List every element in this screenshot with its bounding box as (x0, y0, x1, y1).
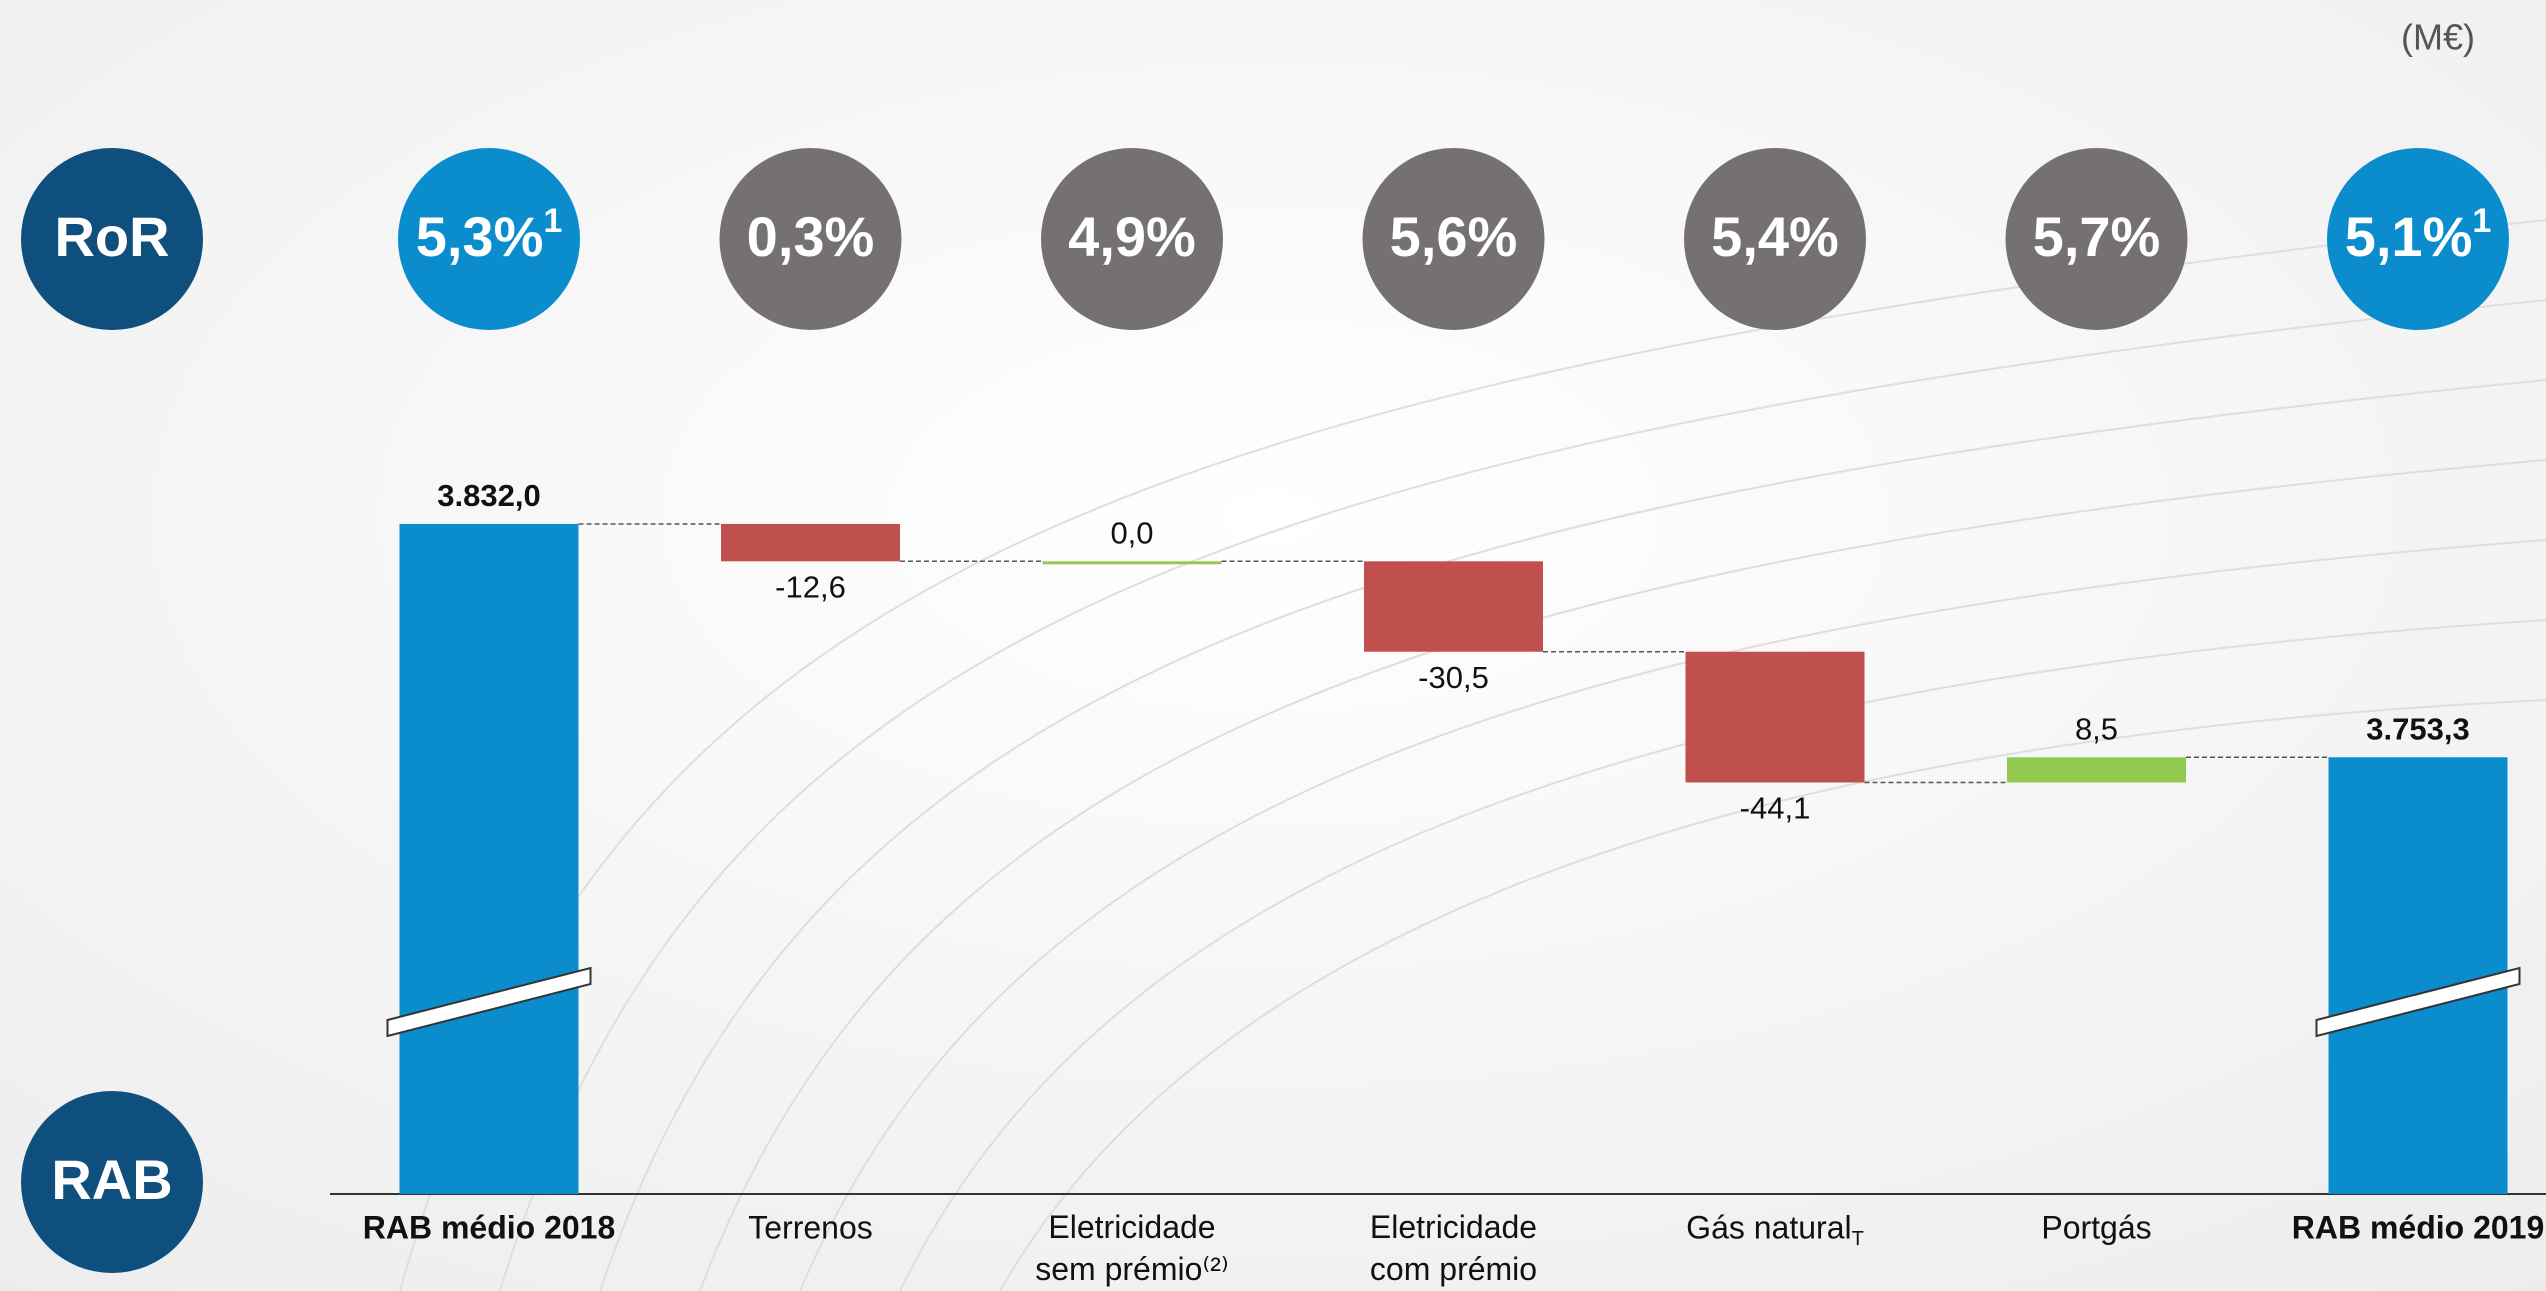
x-tick-label: Terrenos (748, 1209, 873, 1245)
value-label: -44,1 (1740, 791, 1811, 826)
ror-value-text: 5,1% (2345, 205, 2473, 268)
ror-circle (1041, 148, 1223, 330)
bar (2328, 757, 2508, 1194)
ror-value: 5,6% (1390, 205, 1518, 268)
ror-circle (1684, 148, 1866, 330)
ror-value: 5,4% (1711, 205, 1839, 268)
bar (399, 523, 579, 1194)
ror-value-text: 5,7% (2033, 205, 2161, 268)
ror-circle (2327, 148, 2509, 330)
ror-value: 5,3%1 (416, 202, 563, 268)
ror-label: RoR (54, 205, 169, 268)
ror-value: 0,3% (747, 205, 875, 268)
x-tick-subscript: T (1852, 1228, 1864, 1250)
value-label: 8,5 (2075, 711, 2118, 746)
bar (1364, 561, 1543, 652)
unit-label: (M€) (2401, 17, 2475, 58)
x-tick-label-line: Eletricidade (1370, 1209, 1537, 1245)
x-tick-label: Eletricidade sem prémio⁽²⁾ (1035, 1209, 1229, 1287)
ror-value: 5,1%1 (2345, 202, 2492, 268)
ror-value: 5,7% (2033, 205, 2161, 268)
ror-value-text: 5,4% (1711, 205, 1839, 268)
axis-break (386, 966, 592, 1038)
ror-value-text: 5,3% (416, 205, 544, 268)
ror-note: 1 (2472, 202, 2491, 240)
ror-badge (21, 148, 203, 330)
x-tick-label: RAB médio 2019 (2292, 1209, 2545, 1245)
x-tick-label: Eletricidade com prémio (1370, 1209, 1537, 1287)
x-tick-label-line: sem prémio⁽²⁾ (1035, 1251, 1229, 1287)
ror-circle (1362, 148, 1545, 330)
rab-badge (21, 1091, 203, 1273)
ror-value-text: 5,6% (1390, 205, 1518, 268)
x-tick-label: Gás naturalT (1686, 1209, 1864, 1250)
value-label: -30,5 (1418, 660, 1489, 695)
ror-value-text: 4,9% (1068, 205, 1196, 268)
ror-circle (2005, 148, 2188, 330)
x-tick-label: RAB médio 2018 (363, 1209, 616, 1245)
value-label: 0,0 (1110, 515, 1153, 550)
ror-circle (719, 148, 902, 330)
x-tick-label: Portgás (2041, 1209, 2151, 1245)
bar (1042, 561, 1222, 565)
bar (2007, 757, 2186, 783)
ror-value-text: 0,3% (747, 205, 875, 268)
axis-break (2315, 966, 2521, 1038)
rab-label: RAB (51, 1148, 172, 1211)
ror-value: 4,9% (1068, 205, 1196, 268)
ror-note: 1 (543, 202, 562, 240)
value-label: 3.832,0 (437, 478, 540, 513)
value-label: 3.753,3 (2366, 711, 2469, 746)
bar (1685, 651, 1865, 783)
x-tick-label-line: Eletricidade (1048, 1209, 1215, 1245)
bar (721, 523, 900, 562)
value-label: -12,6 (775, 569, 846, 604)
x-tick-label-line: com prémio (1370, 1251, 1537, 1287)
decorative-waves (399, 219, 2546, 1291)
ror-circle (398, 148, 580, 330)
